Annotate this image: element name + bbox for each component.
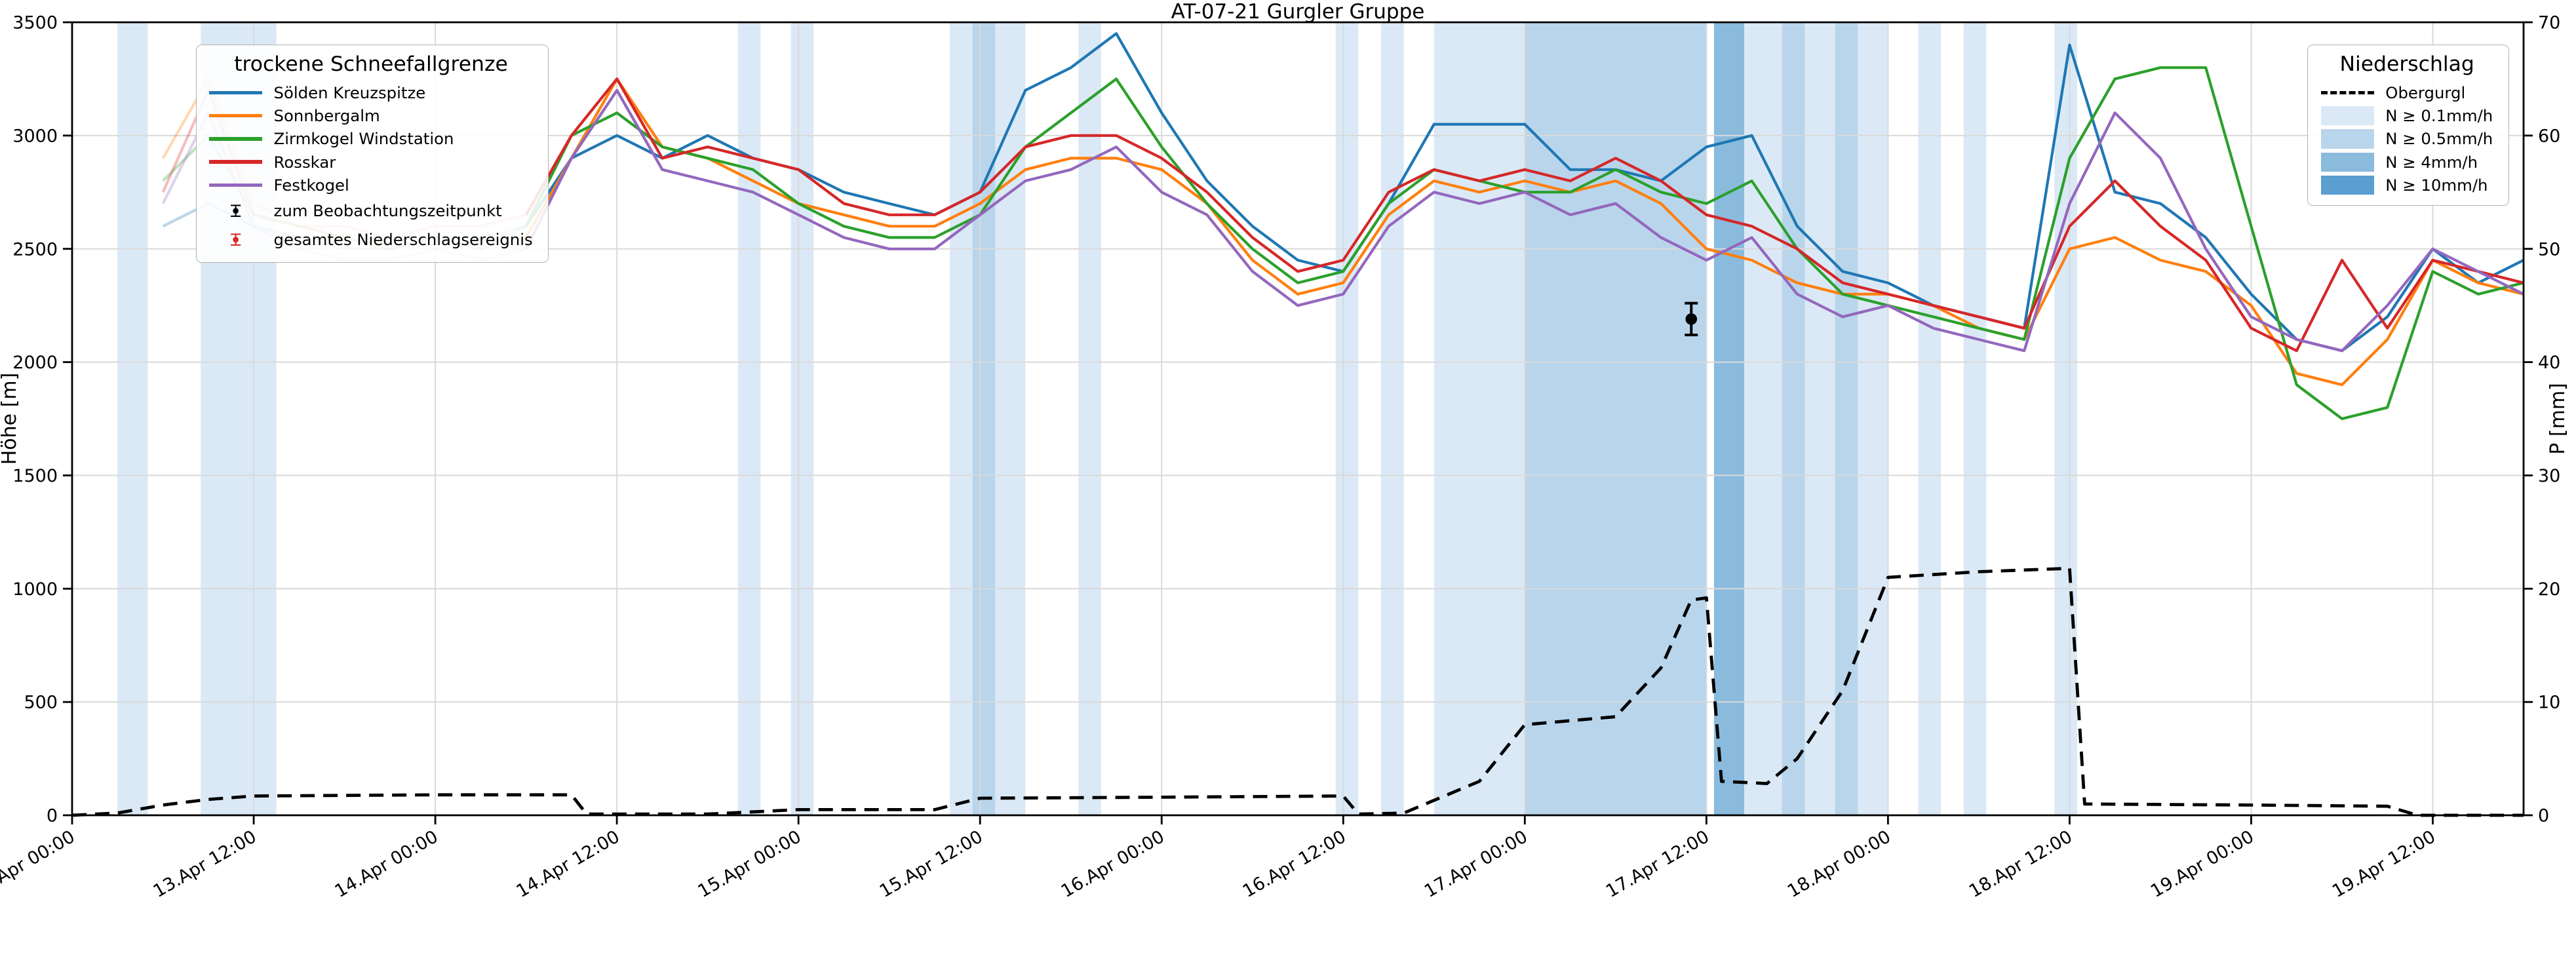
legend-item-beobachtungszeitpunkt: zum Beobachtungszeitpunkt: [209, 199, 532, 223]
line-swatch-icon: [209, 113, 262, 118]
precip-band: [1380, 22, 1404, 815]
legend-item-band-05: N ≥ 0.5mm/h: [2321, 129, 2493, 149]
series-line: [524, 77, 2524, 353]
y-left-tick-label: 500: [24, 693, 58, 713]
x-tick-label: 14.Apr 12:00: [513, 826, 623, 902]
x-tick-label: 19.Apr 00:00: [2147, 826, 2257, 902]
y-right-tick-label: 30: [2538, 466, 2560, 486]
legend-item-soelden-kreuzspitze: Sölden Kreuzspitze: [209, 83, 532, 102]
observation-marker: [1685, 313, 1698, 325]
errorbar-marker-icon: [209, 199, 262, 223]
x-tick-label: 18.Apr 00:00: [1784, 826, 1894, 902]
x-tick-label: 17.Apr 12:00: [1603, 826, 1713, 902]
precip-band: [737, 22, 761, 815]
legend-snowline-title: trockene Schneefallgrenze: [234, 52, 508, 76]
y-axis-label-right: P [mm]: [2547, 383, 2569, 454]
y-left-tick-label: 3000: [12, 126, 58, 146]
x-tick-label: 17.Apr 00:00: [1421, 826, 1531, 902]
x-tick-label: 19.Apr 12:00: [2329, 826, 2439, 902]
y-right-tick-label: 40: [2538, 353, 2560, 373]
errorbar-marker-icon: [209, 227, 262, 252]
y-left-tick-label: 2500: [12, 239, 58, 260]
line-swatch-icon: [209, 137, 262, 141]
legend-label: Rosskar: [273, 152, 336, 172]
x-tick-label: 18.Apr 12:00: [1966, 826, 2076, 902]
legend-item-band-10: N ≥ 10mm/h: [2321, 176, 2493, 195]
y-axis-label-left: Höhe [m]: [0, 373, 21, 465]
legend-item-zirmkogel-windstation: Zirmkogel Windstation: [209, 129, 532, 148]
y-left-tick-label: 2000: [12, 353, 58, 373]
precip-band: [1744, 22, 1888, 815]
precip-band: [2054, 22, 2077, 815]
x-tick-label: 15.Apr 12:00: [876, 826, 986, 902]
y-right-tick-label: 0: [2538, 806, 2549, 826]
x-tick-label: 13.Apr 12:00: [150, 826, 260, 902]
y-right-tick-label: 10: [2538, 693, 2560, 713]
band-swatch-icon: [2321, 106, 2374, 126]
precip-band: [790, 22, 814, 815]
precip-band: [117, 22, 148, 815]
legend-label: N ≥ 0.5mm/h: [2385, 129, 2493, 149]
y-right-tick-label: 60: [2538, 126, 2560, 146]
legend-label: N ≥ 4mm/h: [2385, 152, 2478, 172]
x-tick-label: 14.Apr 00:00: [332, 826, 442, 902]
y-right-tick-label: 70: [2538, 13, 2560, 33]
legend-item-band-01: N ≥ 0.1mm/h: [2321, 106, 2493, 126]
legend-item-rosskar: Rosskar: [209, 153, 532, 172]
precip-line-obergurgl: [71, 566, 2524, 817]
x-tick-label: 15.Apr 00:00: [695, 826, 805, 902]
line-swatch-icon: [209, 90, 262, 95]
x-tick-label: 16.Apr 00:00: [1058, 826, 1168, 902]
precip-band: [1963, 22, 1987, 815]
legend-label: gesamtes Niederschlagsereignis: [273, 229, 533, 249]
band-swatch-icon: [2321, 129, 2374, 149]
plot-border: [71, 21, 2525, 817]
precip-band: [1434, 22, 1525, 815]
y-left-tick-label: 0: [47, 806, 58, 826]
precip-band: [1335, 22, 1359, 815]
legend-precip-title: Niederschlag: [2339, 52, 2474, 76]
band-swatch-icon: [2321, 176, 2374, 195]
series-line: [524, 77, 2524, 387]
legend-item-sonnbergalm: Sonnbergalm: [209, 106, 532, 125]
line-swatch-icon: [209, 160, 262, 164]
legend-label: zum Beobachtungszeitpunkt: [273, 201, 502, 221]
dashed-line-swatch-icon: [2321, 90, 2374, 94]
legend-label: N ≥ 0.1mm/h: [2385, 106, 2493, 126]
legend-item-band-4: N ≥ 4mm/h: [2321, 152, 2493, 172]
y-right-tick-label: 20: [2538, 579, 2560, 600]
legend-label: N ≥ 10mm/h: [2385, 176, 2488, 195]
precip-band: [972, 22, 996, 815]
band-swatch-icon: [2321, 152, 2374, 172]
legend-snowline: trockene Schneefallgrenze Sölden Kreuzsp…: [195, 44, 549, 263]
legend-item-niederschlagsereignis: gesamtes Niederschlagsereignis: [209, 227, 533, 252]
chart-title: AT-07-21 Gurgler Gruppe: [1171, 0, 1425, 24]
series-line: [524, 32, 2524, 353]
line-swatch-icon: [209, 183, 262, 187]
legend-precip: Niederschlag Obergurgl N ≥ 0.1mm/h N ≥ 0…: [2307, 44, 2509, 206]
precip-band: [1525, 22, 1707, 815]
x-tick-label: 16.Apr 12:00: [1239, 826, 1350, 902]
legend-label: Obergurgl: [2385, 83, 2466, 102]
series-line: [524, 88, 2524, 353]
legend-label: Sonnbergalm: [273, 106, 380, 126]
legend-item-obergurgl: Obergurgl: [2321, 83, 2493, 102]
legend-label: Sölden Kreuzspitze: [273, 83, 426, 102]
precip-band: [1078, 22, 1101, 815]
y-left-tick-label: 1500: [12, 466, 58, 486]
legend-label: Zirmkogel Windstation: [273, 129, 454, 149]
legend-label: Festkogel: [273, 175, 349, 195]
precip-band: [1782, 22, 1805, 815]
y-right-tick-label: 50: [2538, 239, 2560, 260]
y-left-tick-label: 3500: [12, 13, 58, 33]
legend-item-festkogel: Festkogel: [209, 176, 532, 195]
precip-band: [1713, 22, 1745, 815]
y-left-tick-label: 1000: [12, 579, 58, 600]
precip-band: [1918, 22, 1942, 815]
x-tick-label: 13.Apr 00:00: [0, 826, 78, 902]
